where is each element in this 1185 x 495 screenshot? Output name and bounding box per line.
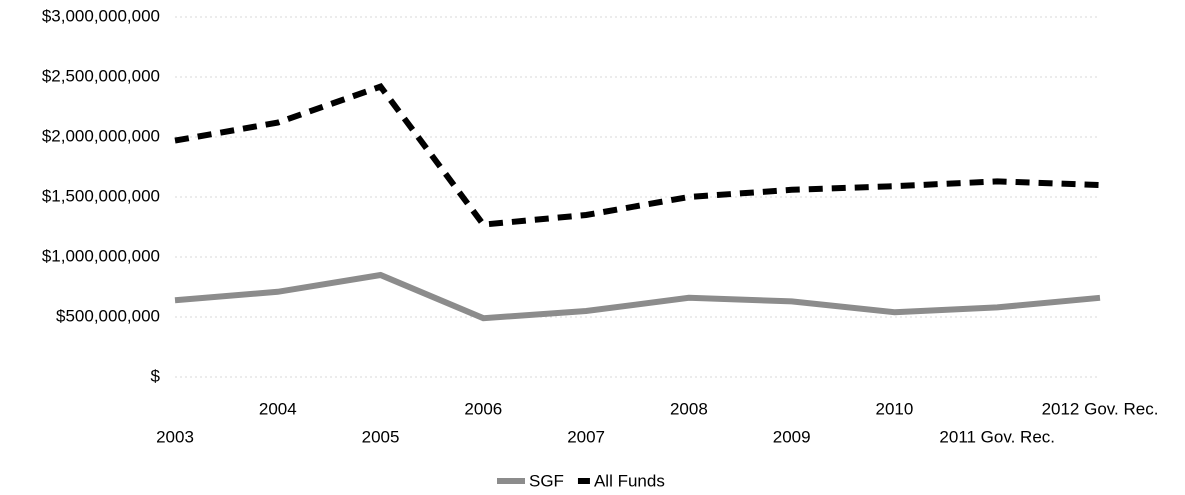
series-line	[174, 271, 1101, 322]
y-tick-label: $3,000,000,000	[42, 6, 160, 25]
x-tick-label: 2003	[156, 427, 194, 446]
x-tick-label: 2010	[876, 399, 914, 418]
x-tick-label: 2007	[567, 427, 605, 446]
legend-label: All Funds	[594, 471, 665, 490]
y-tick-label: $1,500,000,000	[42, 186, 160, 205]
x-tick-label: 2005	[362, 427, 400, 446]
legend-label: SGF	[529, 471, 564, 490]
y-tick-label: $1,000,000,000	[42, 246, 160, 265]
series-line	[174, 83, 1101, 228]
x-tick-label: 2008	[670, 399, 708, 418]
y-tick-label: $2,000,000,000	[42, 126, 160, 145]
y-tick-label: $2,500,000,000	[42, 66, 160, 85]
y-tick-label: $	[151, 366, 161, 385]
x-tick-label: 2009	[773, 427, 811, 446]
x-tick-label: 2004	[259, 399, 297, 418]
x-tick-label: 2011 Gov. Rec.	[939, 427, 1055, 446]
x-tick-label: 2006	[464, 399, 502, 418]
y-tick-label: $500,000,000	[56, 306, 160, 325]
x-tick-label: 2012 Gov. Rec.	[1042, 399, 1159, 418]
